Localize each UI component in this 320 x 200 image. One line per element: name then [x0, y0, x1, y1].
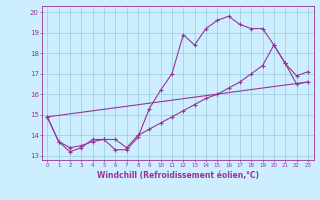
X-axis label: Windchill (Refroidissement éolien,°C): Windchill (Refroidissement éolien,°C)	[97, 171, 259, 180]
